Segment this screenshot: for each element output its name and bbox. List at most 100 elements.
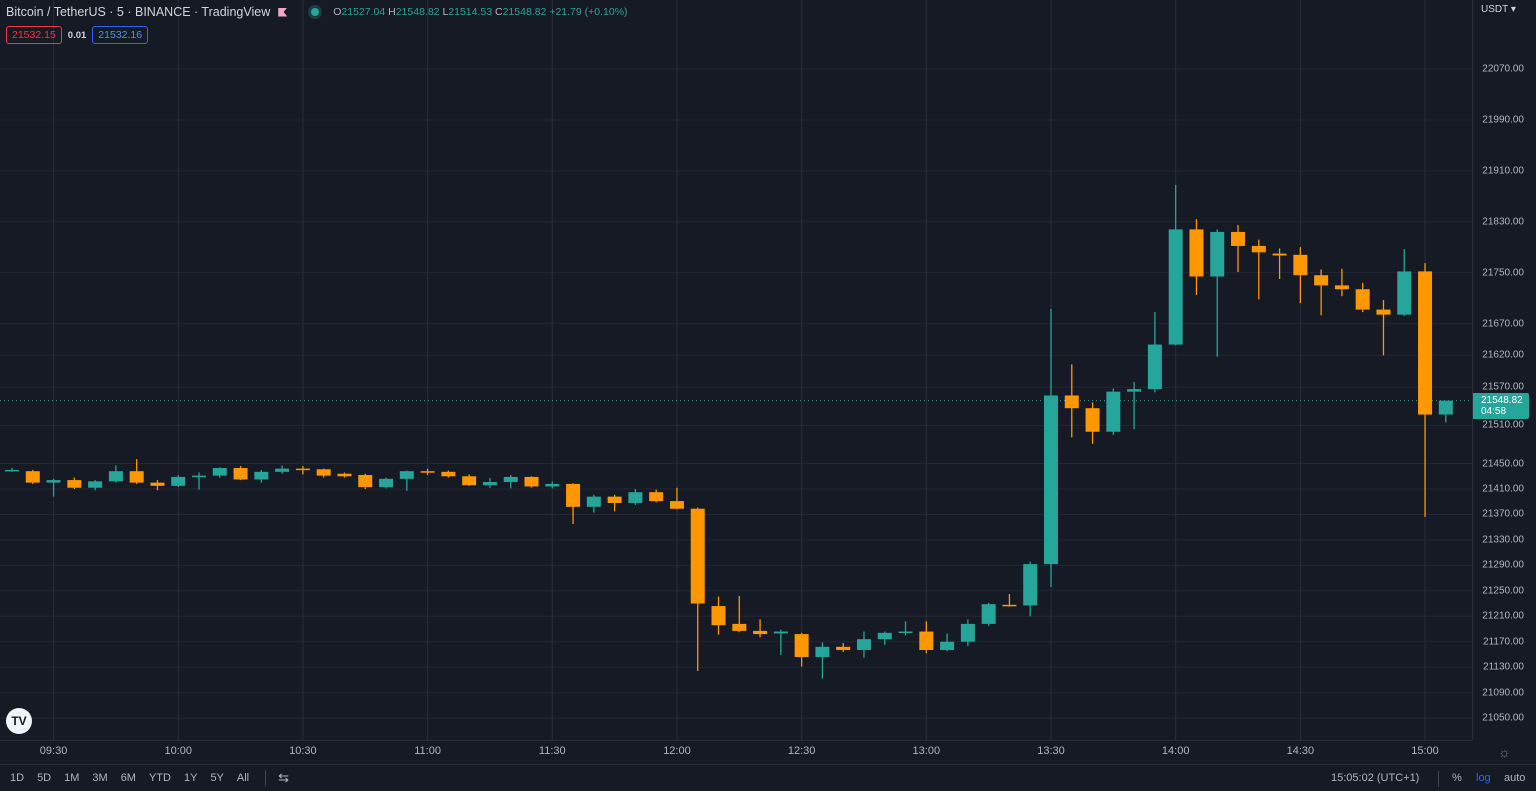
candle — [295, 466, 310, 475]
currency-selector[interactable]: USDT ▾ — [1481, 4, 1516, 15]
log-scale-toggle[interactable]: log — [1476, 772, 1491, 784]
candle — [1044, 308, 1058, 587]
range-6m[interactable]: 6M — [120, 772, 136, 784]
candle-body — [316, 469, 331, 476]
candle-body — [275, 468, 290, 472]
candle-body — [462, 476, 477, 486]
candle — [545, 481, 560, 489]
candle — [981, 602, 996, 626]
candle-body — [337, 473, 352, 477]
candle-body — [898, 631, 913, 634]
price-tick: 21090.00 — [1482, 687, 1524, 699]
candle — [607, 494, 622, 512]
ohlc-values: O21527.04 H21548.82 L21514.53 C21548.82 … — [333, 6, 628, 18]
sell-button[interactable]: 21532.15 — [6, 26, 62, 44]
divider — [1438, 771, 1439, 787]
candle-body — [628, 492, 643, 504]
candle — [711, 596, 726, 635]
candle-body — [1397, 271, 1412, 315]
candle — [669, 487, 684, 510]
candle-body — [1189, 229, 1204, 277]
flag-icon[interactable] — [278, 7, 288, 17]
candle-body — [1127, 389, 1142, 392]
candle — [482, 478, 497, 488]
range-5d[interactable]: 5D — [37, 772, 52, 784]
candle — [794, 632, 809, 667]
percent-scale-toggle[interactable]: % — [1452, 772, 1462, 784]
candle — [1293, 247, 1308, 304]
time-tick: 10:00 — [164, 745, 192, 757]
market-status-icon[interactable] — [311, 8, 320, 16]
symbol-title[interactable]: Bitcoin / TetherUS · 5 · BINANCE · Tradi… — [6, 5, 271, 19]
candle — [150, 480, 165, 491]
buy-button[interactable]: 21532.16 — [92, 26, 149, 44]
candle — [1355, 282, 1370, 313]
time-tick: 12:00 — [663, 745, 691, 757]
range-1d[interactable]: 1D — [10, 772, 25, 784]
candle-body — [295, 468, 310, 471]
range-ytd[interactable]: YTD — [148, 772, 171, 784]
candle — [358, 473, 373, 490]
price-tick: 22070.00 — [1482, 63, 1524, 75]
price-tick: 21750.00 — [1482, 267, 1524, 279]
candle — [1023, 561, 1038, 617]
candle — [1189, 219, 1204, 295]
candle-body — [732, 623, 747, 631]
candle — [773, 629, 788, 656]
time-tick: 14:30 — [1286, 745, 1315, 757]
candle-body — [1002, 604, 1017, 607]
candle — [1106, 388, 1121, 435]
range-all[interactable]: All — [236, 772, 250, 784]
candle-body — [960, 623, 975, 642]
candle — [337, 472, 352, 478]
candle — [919, 621, 934, 654]
candle-body — [441, 471, 456, 477]
candle — [462, 474, 477, 486]
candle — [877, 631, 892, 645]
range-5y[interactable]: 5Y — [210, 772, 224, 784]
clock-timezone[interactable]: 15:05:02 (UTC+1) — [1331, 772, 1420, 784]
candle-body — [836, 646, 851, 650]
auto-scale-toggle[interactable]: auto — [1504, 772, 1526, 784]
candle — [254, 469, 269, 483]
range-3m[interactable]: 3M — [92, 772, 108, 784]
candle-body — [67, 480, 82, 488]
tradingview-logo[interactable]: TV — [6, 708, 32, 734]
candle-body — [794, 634, 809, 657]
candle-body — [1418, 271, 1433, 415]
candle — [960, 619, 975, 647]
time-tick: 13:30 — [1037, 745, 1065, 757]
candle-body — [545, 483, 560, 487]
candle-body — [1231, 231, 1246, 246]
candle-body — [669, 501, 684, 509]
candle — [192, 472, 207, 490]
candle-body — [1293, 254, 1308, 276]
price-axis[interactable]: USDT ▾ 22070.00 21990.00 21910.00 21830.00 2… — [1472, 0, 1536, 740]
candle-body — [192, 475, 207, 478]
spread-value: 0.01 — [67, 29, 87, 41]
candle — [379, 477, 394, 489]
gear-icon[interactable]: ☼ — [1498, 744, 1511, 760]
candle — [1251, 239, 1266, 300]
range-1y[interactable]: 1Y — [183, 772, 198, 784]
candle — [1231, 224, 1246, 273]
candle-body — [815, 646, 830, 657]
time-tick: 11:30 — [538, 745, 566, 757]
candle — [1064, 364, 1079, 438]
candle — [1397, 249, 1412, 316]
candle — [732, 595, 747, 633]
candle — [628, 489, 643, 505]
candle-body — [420, 471, 435, 473]
candle — [46, 478, 61, 497]
price-tick: 21130.00 — [1483, 661, 1524, 673]
range-1m[interactable]: 1M — [64, 772, 80, 784]
go-to-date-icon[interactable]: ⇆ — [278, 770, 290, 785]
candlestick-series — [5, 184, 1453, 679]
candle-body — [1023, 564, 1038, 606]
candle-body — [940, 641, 955, 650]
price-chart-pane[interactable] — [0, 0, 1472, 740]
candle-body — [1210, 231, 1225, 277]
time-axis[interactable]: 09:30 10:00 10:30 11:00 11:30 12:00 12:30 13:00… — [0, 740, 1472, 764]
candle — [1314, 269, 1329, 316]
price-tick: 21510.00 — [1482, 419, 1524, 431]
